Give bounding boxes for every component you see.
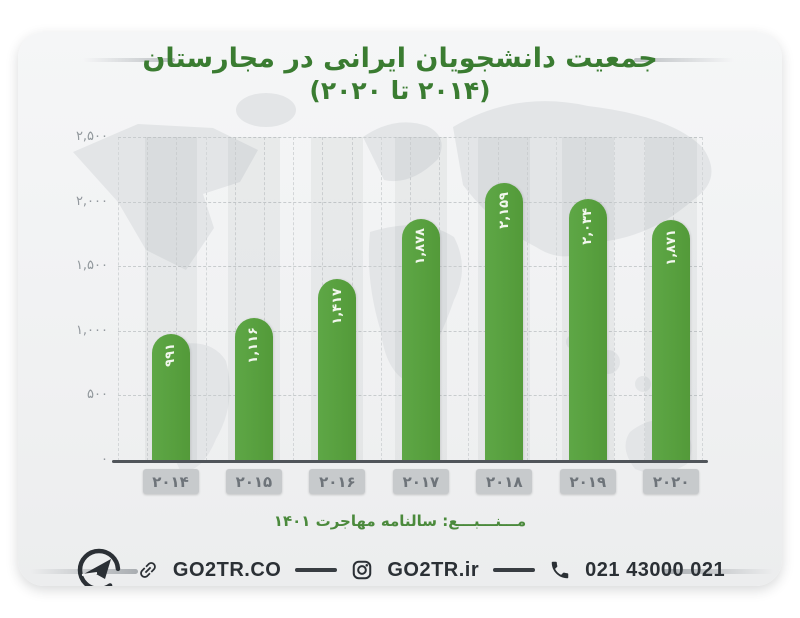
y-tick-label: ۱,۰۰۰: [75, 322, 108, 338]
footer-left-dash: [30, 569, 138, 574]
vertical-gridline: [293, 137, 295, 461]
bar-value-label: ۱,۸۷۸: [402, 228, 440, 265]
bar-value-text: ۱,۱۱۶: [246, 326, 262, 364]
footer-separator-dash: [295, 568, 338, 572]
infographic-card: جمعیت دانشجویان ایرانی در مجارستان (۲۰۱۴…: [18, 32, 782, 586]
vertical-gridline: [702, 137, 703, 461]
phone-number[interactable]: 021 43000 021: [585, 558, 726, 581]
bar-value-text: ۲,۱۵۹: [496, 192, 512, 229]
bar-value-text: ۲,۰۳۴: [580, 208, 596, 245]
y-tick-label: ۱,۵۰۰: [75, 258, 108, 274]
vertical-gridline: [380, 137, 382, 461]
website-link[interactable]: GO2TR.CO: [172, 558, 282, 581]
vertical-gridline: [234, 137, 236, 461]
bar-3: ۱,۸۷۸: [401, 219, 440, 462]
vertical-gridline: [176, 137, 178, 461]
bar-value-text: ۱,۸۷۸: [413, 228, 429, 266]
chart-title-line1: جمعیت دانشجویان ایرانی در مجارستان: [142, 43, 658, 74]
title-right-dash: [634, 58, 734, 62]
vertical-gridline: [147, 137, 149, 461]
bar-value-label: ۱,۴۱۷: [318, 288, 356, 325]
vertical-gridline: [118, 137, 119, 461]
bar-value-label: ۱,۸۷۱: [652, 229, 690, 266]
x-axis-label: ۲۰۲۰: [643, 469, 700, 494]
vertical-gridline: [614, 137, 616, 461]
x-axis-label: ۲۰۱۶: [309, 469, 366, 494]
plot-area: ۹۹۱ ۲۰۱۴ ۱,۱۱۶ ۲۰۱۵ ۱,۴۱۷ ۲۰۱۶ ۱,۸۷۸ ۲۰۱۷ ۲,۱۵۹ ۲…: [118, 137, 703, 494]
horizontal-gridline: [118, 201, 702, 203]
bar-value-text: ۱,۸۷۱: [663, 229, 679, 266]
x-axis-label: ۲۰۱۷: [392, 469, 449, 494]
vertical-gridline: [643, 137, 645, 461]
bar-value-label: ۲,۰۳۴: [569, 208, 607, 245]
chart-title: جمعیت دانشجویان ایرانی در مجارستان (۲۰۱۴…: [18, 42, 782, 106]
y-tick-label: ۰: [101, 452, 108, 467]
chart-title-line2: (۲۰۱۴ تا ۲۰۲۰): [309, 76, 491, 105]
y-tick-label: ۵۰۰: [87, 387, 108, 403]
bar-chart: ۰ ۵۰۰ ۱,۰۰۰ ۱,۵۰۰ ۲,۰۰۰ ۲,۵۰۰ ۹۹۱ ۲۰۱۴ ۱,۱۱۶ ۲۰۱…: [50, 129, 730, 512]
go2tr-logo: [77, 548, 121, 586]
vertical-gridline: [264, 137, 265, 461]
bar-6: ۱,۸۷۱: [652, 220, 691, 462]
bar-0: ۹۹۱: [151, 334, 190, 462]
link-icon: [140, 562, 156, 578]
bar-value-label: ۹۹۱: [152, 343, 190, 367]
footer-separator-dash: [493, 568, 536, 572]
title-left-dash: [83, 58, 175, 62]
bar-2: ۱,۴۱۷: [318, 278, 357, 462]
footer-right-dash: [662, 569, 774, 574]
footer-bar: GO2TR.CO GO2TR.ir 021 43000 021: [18, 546, 782, 586]
instagram-icon: [353, 560, 372, 580]
vertical-gridline: [526, 137, 528, 461]
x-axis-line: [112, 460, 708, 463]
vertical-gridline: [468, 137, 470, 461]
bar-1: ۱,۱۱۶: [234, 317, 273, 462]
bar-value-label: ۲,۱۵۹: [485, 192, 523, 229]
x-axis-label: ۲۰۱۵: [225, 469, 282, 494]
x-axis-label: ۲۰۱۹: [559, 469, 616, 494]
x-axis-label: ۲۰۱۸: [476, 469, 533, 494]
x-axis-label: ۲۰۱۴: [142, 469, 199, 494]
bar-value-text: ۹۹۱: [163, 343, 178, 367]
vertical-gridline: [556, 137, 557, 461]
vertical-gridline: [205, 137, 207, 461]
bar-value-label: ۱,۱۱۶: [235, 327, 273, 364]
bar-5: ۲,۰۳۴: [568, 199, 607, 462]
y-tick-label: ۲,۵۰۰: [75, 129, 108, 144]
phone-icon: [551, 561, 569, 579]
bar-value-text: ۱,۴۱۷: [329, 287, 345, 325]
instagram-link[interactable]: GO2TR.ir: [387, 558, 480, 581]
y-tick-label: ۲,۰۰۰: [75, 193, 108, 209]
source-note: مـــنـــبـــع: سالنامه مهاجرت ۱۴۰۱: [273, 512, 527, 530]
bar-4: ۲,۱۵۹: [485, 183, 524, 462]
